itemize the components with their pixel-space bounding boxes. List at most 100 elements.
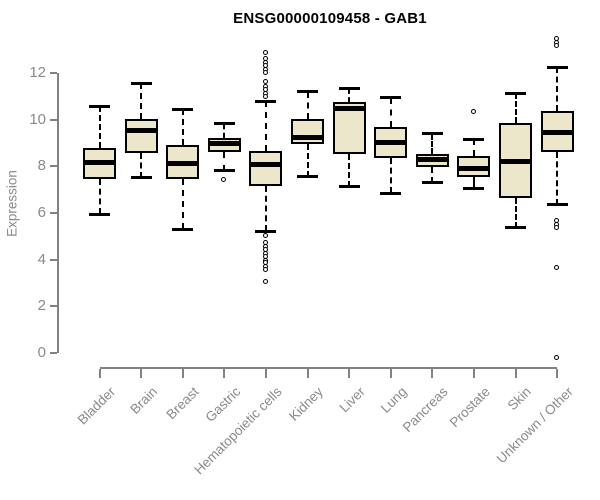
x-category-label: Kidney — [286, 384, 327, 424]
lower-whisker-cap — [505, 226, 526, 230]
y-axis-line — [57, 73, 59, 353]
lower-whisker — [181, 179, 184, 230]
upper-whisker-cap — [297, 90, 318, 94]
outlier-point — [554, 354, 560, 360]
upper-whisker — [140, 83, 143, 119]
lower-whisker-cap — [546, 203, 568, 207]
y-tick-label: 0 — [37, 343, 46, 361]
upper-whisker — [431, 133, 434, 155]
iqr-box — [249, 150, 283, 186]
y-tick-label: 12 — [29, 64, 46, 81]
outlier-point — [262, 94, 268, 100]
median-line — [417, 157, 447, 163]
iqr-box — [291, 119, 324, 145]
upper-whisker-cap — [505, 91, 526, 95]
y-tick-label: 4 — [37, 250, 46, 268]
x-axis-tick — [306, 369, 309, 378]
upper-whisker-cap — [172, 107, 194, 111]
lower-whisker — [389, 158, 392, 194]
upper-whisker-cap — [338, 87, 360, 91]
lower-whisker-cap — [89, 212, 110, 216]
lower-whisker-cap — [380, 191, 402, 195]
lower-whisker — [431, 167, 434, 183]
iqr-box — [124, 118, 158, 154]
x-axis-tick — [556, 369, 559, 378]
lower-whisker-cap — [297, 175, 318, 179]
median-line — [126, 128, 156, 134]
lower-whisker — [514, 197, 517, 228]
y-axis-tick — [50, 351, 57, 354]
upper-whisker-cap — [463, 137, 485, 141]
median-line — [459, 166, 489, 172]
y-axis-tick — [50, 165, 57, 168]
x-category-label: Lung — [377, 384, 410, 416]
median-line — [168, 160, 198, 166]
chart-title: ENSG00000109458 - GAB1 — [233, 10, 427, 27]
x-axis-tick — [389, 369, 392, 378]
y-axis-tick — [50, 258, 57, 261]
median-line — [209, 140, 239, 146]
outlier-point — [554, 225, 560, 231]
lower-whisker — [306, 144, 309, 177]
upper-whisker — [181, 109, 184, 145]
x-axis-tick — [98, 369, 101, 378]
outlier-point — [262, 79, 268, 85]
median-line — [251, 162, 281, 168]
lower-whisker — [556, 151, 559, 205]
median-line — [334, 106, 364, 112]
lower-whisker — [98, 179, 101, 215]
upper-whisker — [98, 106, 101, 148]
y-tick-label: 10 — [29, 110, 46, 128]
x-category-label: Prostate — [446, 384, 493, 431]
outlier-point — [470, 109, 476, 115]
y-tick-label: 2 — [37, 297, 46, 315]
upper-whisker-cap — [421, 132, 443, 136]
y-tick-label: 6 — [37, 203, 46, 221]
x-axis-line — [99, 367, 558, 369]
upper-whisker — [472, 139, 475, 157]
lower-whisker — [264, 185, 267, 232]
lower-whisker-cap — [172, 227, 194, 231]
x-axis-tick — [140, 369, 143, 378]
y-tick-label: 8 — [37, 157, 46, 175]
y-axis-tick — [50, 211, 57, 214]
x-category-label: Brain — [126, 384, 160, 417]
median-line — [501, 158, 530, 164]
outlier-point — [262, 50, 268, 56]
x-axis-tick — [431, 369, 434, 378]
lower-whisker-cap — [463, 186, 485, 190]
lower-whisker — [223, 152, 226, 171]
lower-whisker-cap — [255, 229, 277, 233]
x-category-label: Breast — [163, 384, 202, 423]
x-category-label: Liver — [336, 384, 368, 416]
upper-whisker — [223, 123, 226, 138]
x-axis-tick — [472, 369, 475, 378]
upper-whisker — [556, 67, 559, 112]
lower-whisker-cap — [130, 176, 152, 180]
x-axis-tick — [181, 369, 184, 378]
outlier-point — [554, 43, 560, 49]
x-axis-tick — [514, 369, 517, 378]
outlier-point — [262, 70, 268, 75]
x-category-label: Gastric — [202, 384, 243, 425]
upper-whisker-cap — [380, 96, 402, 100]
upper-whisker — [514, 93, 517, 123]
outlier-point — [262, 233, 268, 239]
median-line — [376, 140, 406, 146]
upper-whisker-cap — [255, 99, 277, 103]
outlier-point — [262, 267, 268, 273]
x-axis-tick — [264, 369, 267, 378]
x-category-label: Bladder — [74, 384, 119, 428]
y-axis-tick — [50, 305, 57, 308]
median-line — [85, 159, 114, 165]
upper-whisker-cap — [213, 122, 235, 126]
lower-whisker — [348, 153, 351, 187]
outlier-point — [221, 176, 227, 182]
upper-whisker-cap — [89, 104, 110, 108]
upper-whisker-cap — [130, 81, 152, 85]
lower-whisker-cap — [213, 169, 235, 173]
lower-whisker-cap — [421, 181, 443, 185]
lower-whisker — [472, 176, 475, 189]
y-axis-tick — [50, 72, 57, 74]
